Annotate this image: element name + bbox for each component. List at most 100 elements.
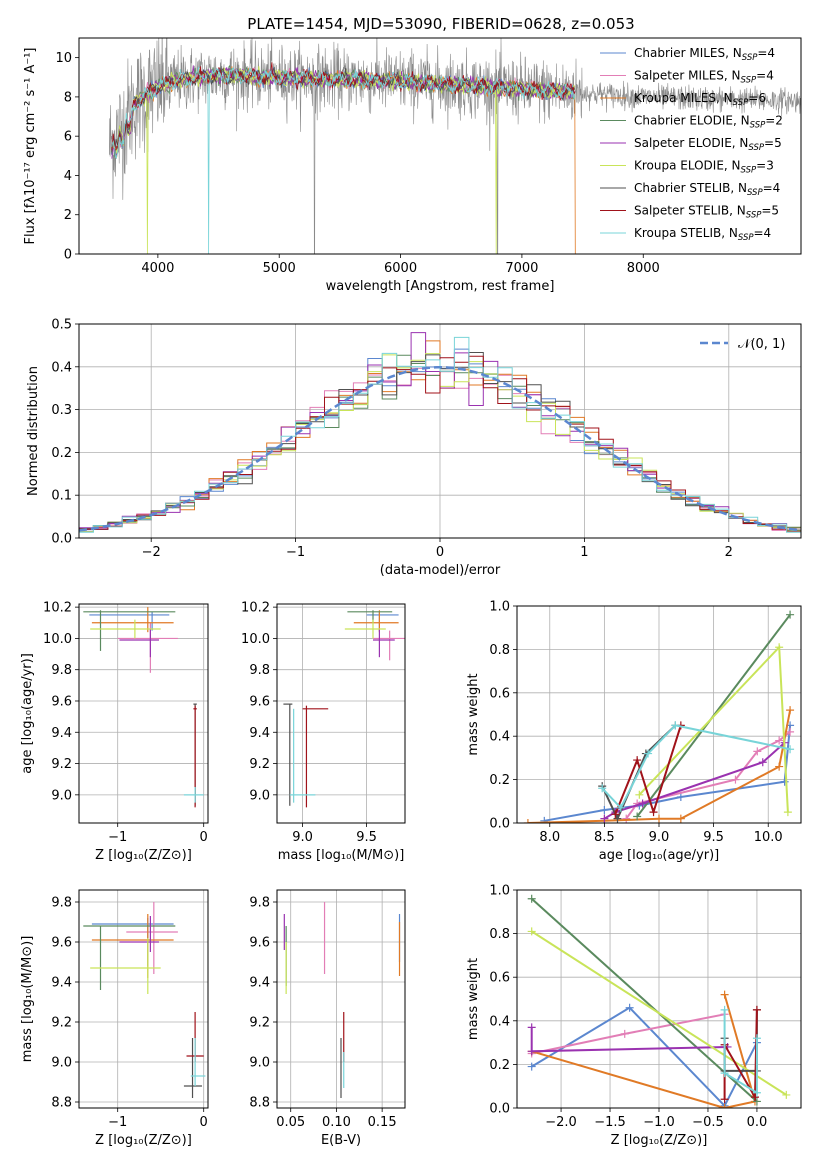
axes-frame [78, 889, 209, 1109]
x-axis-label: mass [log₁₀(M/M⊙)] [278, 848, 405, 863]
marker-kroupa_elodie [783, 808, 792, 817]
age_vs_z-axes: −1 0 9.0 9.2 9.4 9.6 9.8 10.0 10.2 Z [log₁₀(Z/Z⊙)… [20, 601, 209, 863]
marker-salpeter_miles [753, 747, 762, 756]
y-tick-label: 0.0 [489, 817, 510, 832]
x-axis-label: Z [log₁₀(Z/Z⊙)] [611, 1133, 708, 1148]
mass_vs_z-axes: −1 0 8.8 9.0 9.2 9.4 9.6 9.8 Z [log₁₀(Z/Z⊙)] mass… [20, 889, 209, 1148]
y-tick-label: 9.8 [51, 896, 72, 911]
age_vs_mass-plot [283, 610, 405, 808]
y-tick-label: 9.4 [249, 726, 270, 741]
x-tick-label: 9.0 [292, 830, 313, 845]
marker-kroupa_stelib [598, 784, 607, 793]
x-tick-label: 7000 [505, 261, 538, 276]
y-tick-label: 9.8 [249, 663, 270, 678]
y-tick-label: 1.0 [489, 600, 510, 615]
y-tick-label: 9.8 [51, 663, 72, 678]
legend-label-kroupa_miles: Kroupa MILES, NSSP=6 [634, 91, 766, 108]
line-kroupa_miles [531, 994, 757, 1108]
line-kroupa_stelib [723, 1009, 758, 1095]
x-tick-label: 8.0 [539, 830, 560, 845]
x-axis-label: Z [log₁₀(Z/Z⊙)] [95, 848, 192, 863]
mass_vs_ebv-plot [283, 902, 401, 1098]
marker-salpeter_miles [731, 775, 740, 784]
marker-kroupa_miles [523, 819, 532, 823]
axes-frame [78, 37, 802, 255]
axes-frame [78, 603, 209, 824]
marker-kroupa_stelib [671, 721, 680, 730]
x-tick-label: −0.5 [692, 1115, 724, 1130]
y-tick-label: 8.8 [51, 1096, 72, 1111]
y-tick-label: 1.0 [489, 884, 510, 899]
x-tick-label: 9.5 [356, 830, 377, 845]
line-chabrier_stelib [723, 1009, 758, 1072]
marker-kroupa_stelib [720, 1005, 729, 1014]
marker-salpeter_stelib [649, 808, 658, 817]
y-tick-label: 9.0 [249, 788, 270, 803]
histogram-chabrier_stelib [79, 352, 801, 531]
legend-label-kroupa_stelib: Kroupa STELIB, NSSP=4 [634, 226, 771, 243]
x-axis-label: Z [log₁₀(Z/Z⊙)] [95, 1133, 192, 1148]
line-chabrier_miles [531, 1006, 758, 1108]
y-tick-label: 9.6 [51, 694, 72, 709]
marker-kroupa_elodie [782, 1090, 791, 1099]
y-tick-label: 9.2 [51, 1016, 72, 1031]
y-axis-label: Normed distribution [26, 366, 41, 496]
legend-label-chabrier_miles: Chabrier MILES, NSSP=4 [634, 46, 775, 63]
residuals-axes: −2 −1 0 1 2 0.0 0.1 0.2 0.3 0.4 0.5 (data-model)/er… [26, 318, 802, 578]
marker-salpeter_stelib [720, 1095, 729, 1104]
marker-salpeter_miles [620, 1029, 629, 1038]
marker-salpeter_elodie [527, 1047, 536, 1056]
marker-kroupa_miles [775, 762, 784, 771]
y-tick-label: 9.6 [51, 936, 72, 951]
marker-kroupa_miles [786, 706, 795, 715]
x-tick-label: 6000 [384, 261, 417, 276]
y-tick-label: 9.4 [249, 976, 270, 991]
y-tick-label: 9.8 [249, 896, 270, 911]
spectrum-plot [109, 38, 801, 254]
x-tick-label: −2.0 [545, 1115, 577, 1130]
x-tick-label: 0.15 [368, 1115, 397, 1130]
marker-salpeter_elodie [638, 799, 647, 808]
axes-frame [276, 889, 406, 1109]
marker-kroupa_stelib [752, 1034, 761, 1043]
x-axis-label: (data-model)/error [380, 563, 501, 578]
line-kroupa_elodie [531, 930, 787, 1096]
legend-label-chabrier_stelib: Chabrier STELIB, NSSP=4 [634, 181, 780, 198]
y-tick-label: 9.6 [249, 936, 270, 951]
marker-chabrier_elodie [633, 812, 642, 821]
mw_vs_age-plot [523, 610, 795, 823]
y-tick-label: 0.3 [51, 403, 72, 418]
y-tick-label: 0.4 [51, 360, 72, 375]
y-tick-label: 0.4 [489, 730, 510, 745]
line-chabrier_miles [544, 725, 792, 822]
y-tick-label: 9.0 [51, 788, 72, 803]
y-tick-label: 0.5 [51, 318, 72, 333]
y-axis-label: mass weight [466, 673, 481, 755]
y-tick-label: 8 [64, 90, 72, 105]
axes-frame [516, 889, 802, 1109]
x-tick-label: −1 [108, 1115, 127, 1130]
y-tick-label: 0 [64, 248, 72, 263]
marker-salpeter_stelib [750, 1093, 759, 1102]
y-tick-label: 8.8 [249, 1096, 270, 1111]
marker-chabrier_miles [676, 792, 685, 801]
mw_vs_z-axes: −2.0 −1.5 −1.0 −0.5 0.0 0.0 0.2 0.4 0.6 0.8 1.0 Z [… [466, 884, 802, 1148]
x-tick-label: −1 [108, 830, 127, 845]
marker-kroupa_elodie [635, 790, 644, 799]
x-tick-label: 0 [200, 830, 208, 845]
x-tick-label: 8000 [627, 261, 660, 276]
marker-kroupa_stelib [786, 745, 795, 754]
marker-salpeter_elodie [527, 1023, 536, 1032]
marker-salpeter_miles [775, 736, 784, 745]
mw_vs_age-axes: 8.0 8.5 9.0 9.5 10.0 0.0 0.2 0.4 0.6 0.8 1.0 age [l… [466, 600, 802, 863]
model-spectrum-kroupa_stelib [111, 66, 576, 254]
marker-kroupa_miles [655, 814, 663, 823]
axes-frame [276, 603, 406, 824]
y-tick-label: 9.4 [51, 726, 72, 741]
y-tick-label: 9.2 [249, 757, 270, 772]
y-tick-label: 0.0 [489, 1102, 510, 1117]
x-tick-label: 10.0 [754, 830, 783, 845]
y-tick-label: 10.0 [43, 632, 72, 647]
y-tick-label: 0.8 [489, 643, 510, 658]
y-axis-label: age [log₁₀(age/yr)] [20, 653, 35, 774]
